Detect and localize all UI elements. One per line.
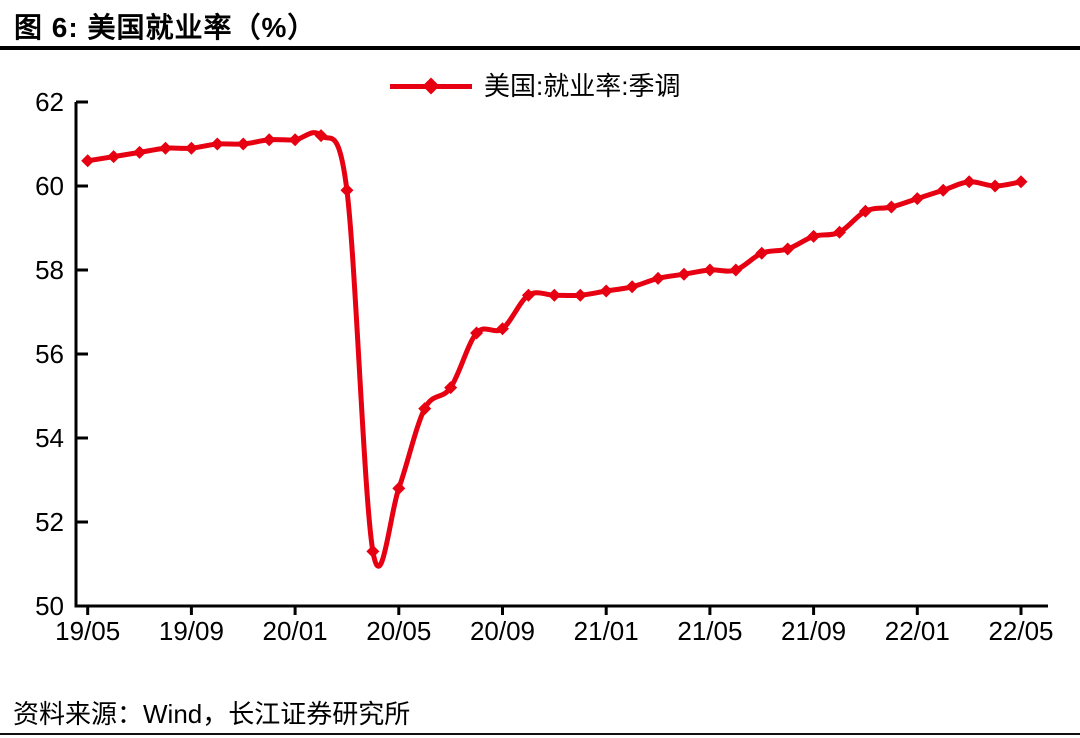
data-point-marker [210,137,224,151]
data-point-marker [547,288,561,302]
data-point-marker [470,326,484,340]
data-point-marker [988,179,1002,193]
x-tick-label: 22/01 [885,616,950,646]
figure-title: 图 6: 美国就业率（%） [14,12,317,43]
data-point-marker [729,263,743,277]
axis-frame [74,102,1048,608]
y-tick-label: 50 [35,591,64,621]
bottom-border-rule [0,733,1080,735]
data-point-marker [418,402,432,416]
legend-line-marker-icon [390,77,472,94]
data-point-marker [781,242,795,256]
y-tick-label: 54 [35,423,64,453]
data-point-marker [807,229,821,243]
data-point-marker [288,133,302,147]
data-point-marker [703,263,717,277]
x-tick-label: 21/05 [677,616,742,646]
x-tick-label: 20/01 [263,616,328,646]
data-point-marker [677,267,691,281]
data-point-marker [314,129,328,143]
x-tick-label: 19/05 [55,616,120,646]
data-point-marker [1014,175,1028,189]
data-point-marker [184,141,198,155]
x-tick-label: 21/09 [781,616,846,646]
data-point-marker [599,284,613,298]
y-tick-label: 60 [35,171,64,201]
x-tick-label: 20/05 [366,616,431,646]
data-point-marker [936,183,950,197]
y-tick-label: 58 [35,255,64,285]
data-point-marker [962,175,976,189]
y-tick-label: 56 [35,339,64,369]
data-point-marker [521,288,535,302]
data-point-marker [651,271,665,285]
data-point-marker [158,141,172,155]
x-tick-label: 22/05 [988,616,1053,646]
data-point-marker [107,150,121,164]
data-point-marker [910,192,924,206]
data-point-marker [755,246,769,260]
x-tick-label: 19/09 [159,616,224,646]
data-point-marker [236,137,250,151]
y-tick-label: 62 [35,87,64,117]
data-point-marker [262,133,276,147]
data-point-marker [392,481,406,495]
data-point-marker [625,280,639,294]
data-point-marker [573,288,587,302]
series-line [85,130,1024,569]
data-point-marker [340,183,354,197]
data-point-marker [366,544,380,558]
data-point-marker [858,204,872,218]
x-tick-label: 21/01 [574,616,639,646]
data-point-marker [833,225,847,239]
data-point-marker [81,154,95,168]
data-point-marker [884,200,898,214]
data-point-marker [496,322,509,336]
x-tick-label: 20/09 [470,616,535,646]
legend-series-label: 美国:就业率:季调 [484,71,681,101]
y-tick-label: 52 [35,507,64,537]
title-underline-rule [0,46,1080,50]
chart-legend: 美国:就业率:季调 [390,72,680,100]
data-point-marker [133,145,147,159]
data-point-marker [444,381,458,395]
source-note: 资料来源：Wind，长江证券研究所 [13,699,411,729]
